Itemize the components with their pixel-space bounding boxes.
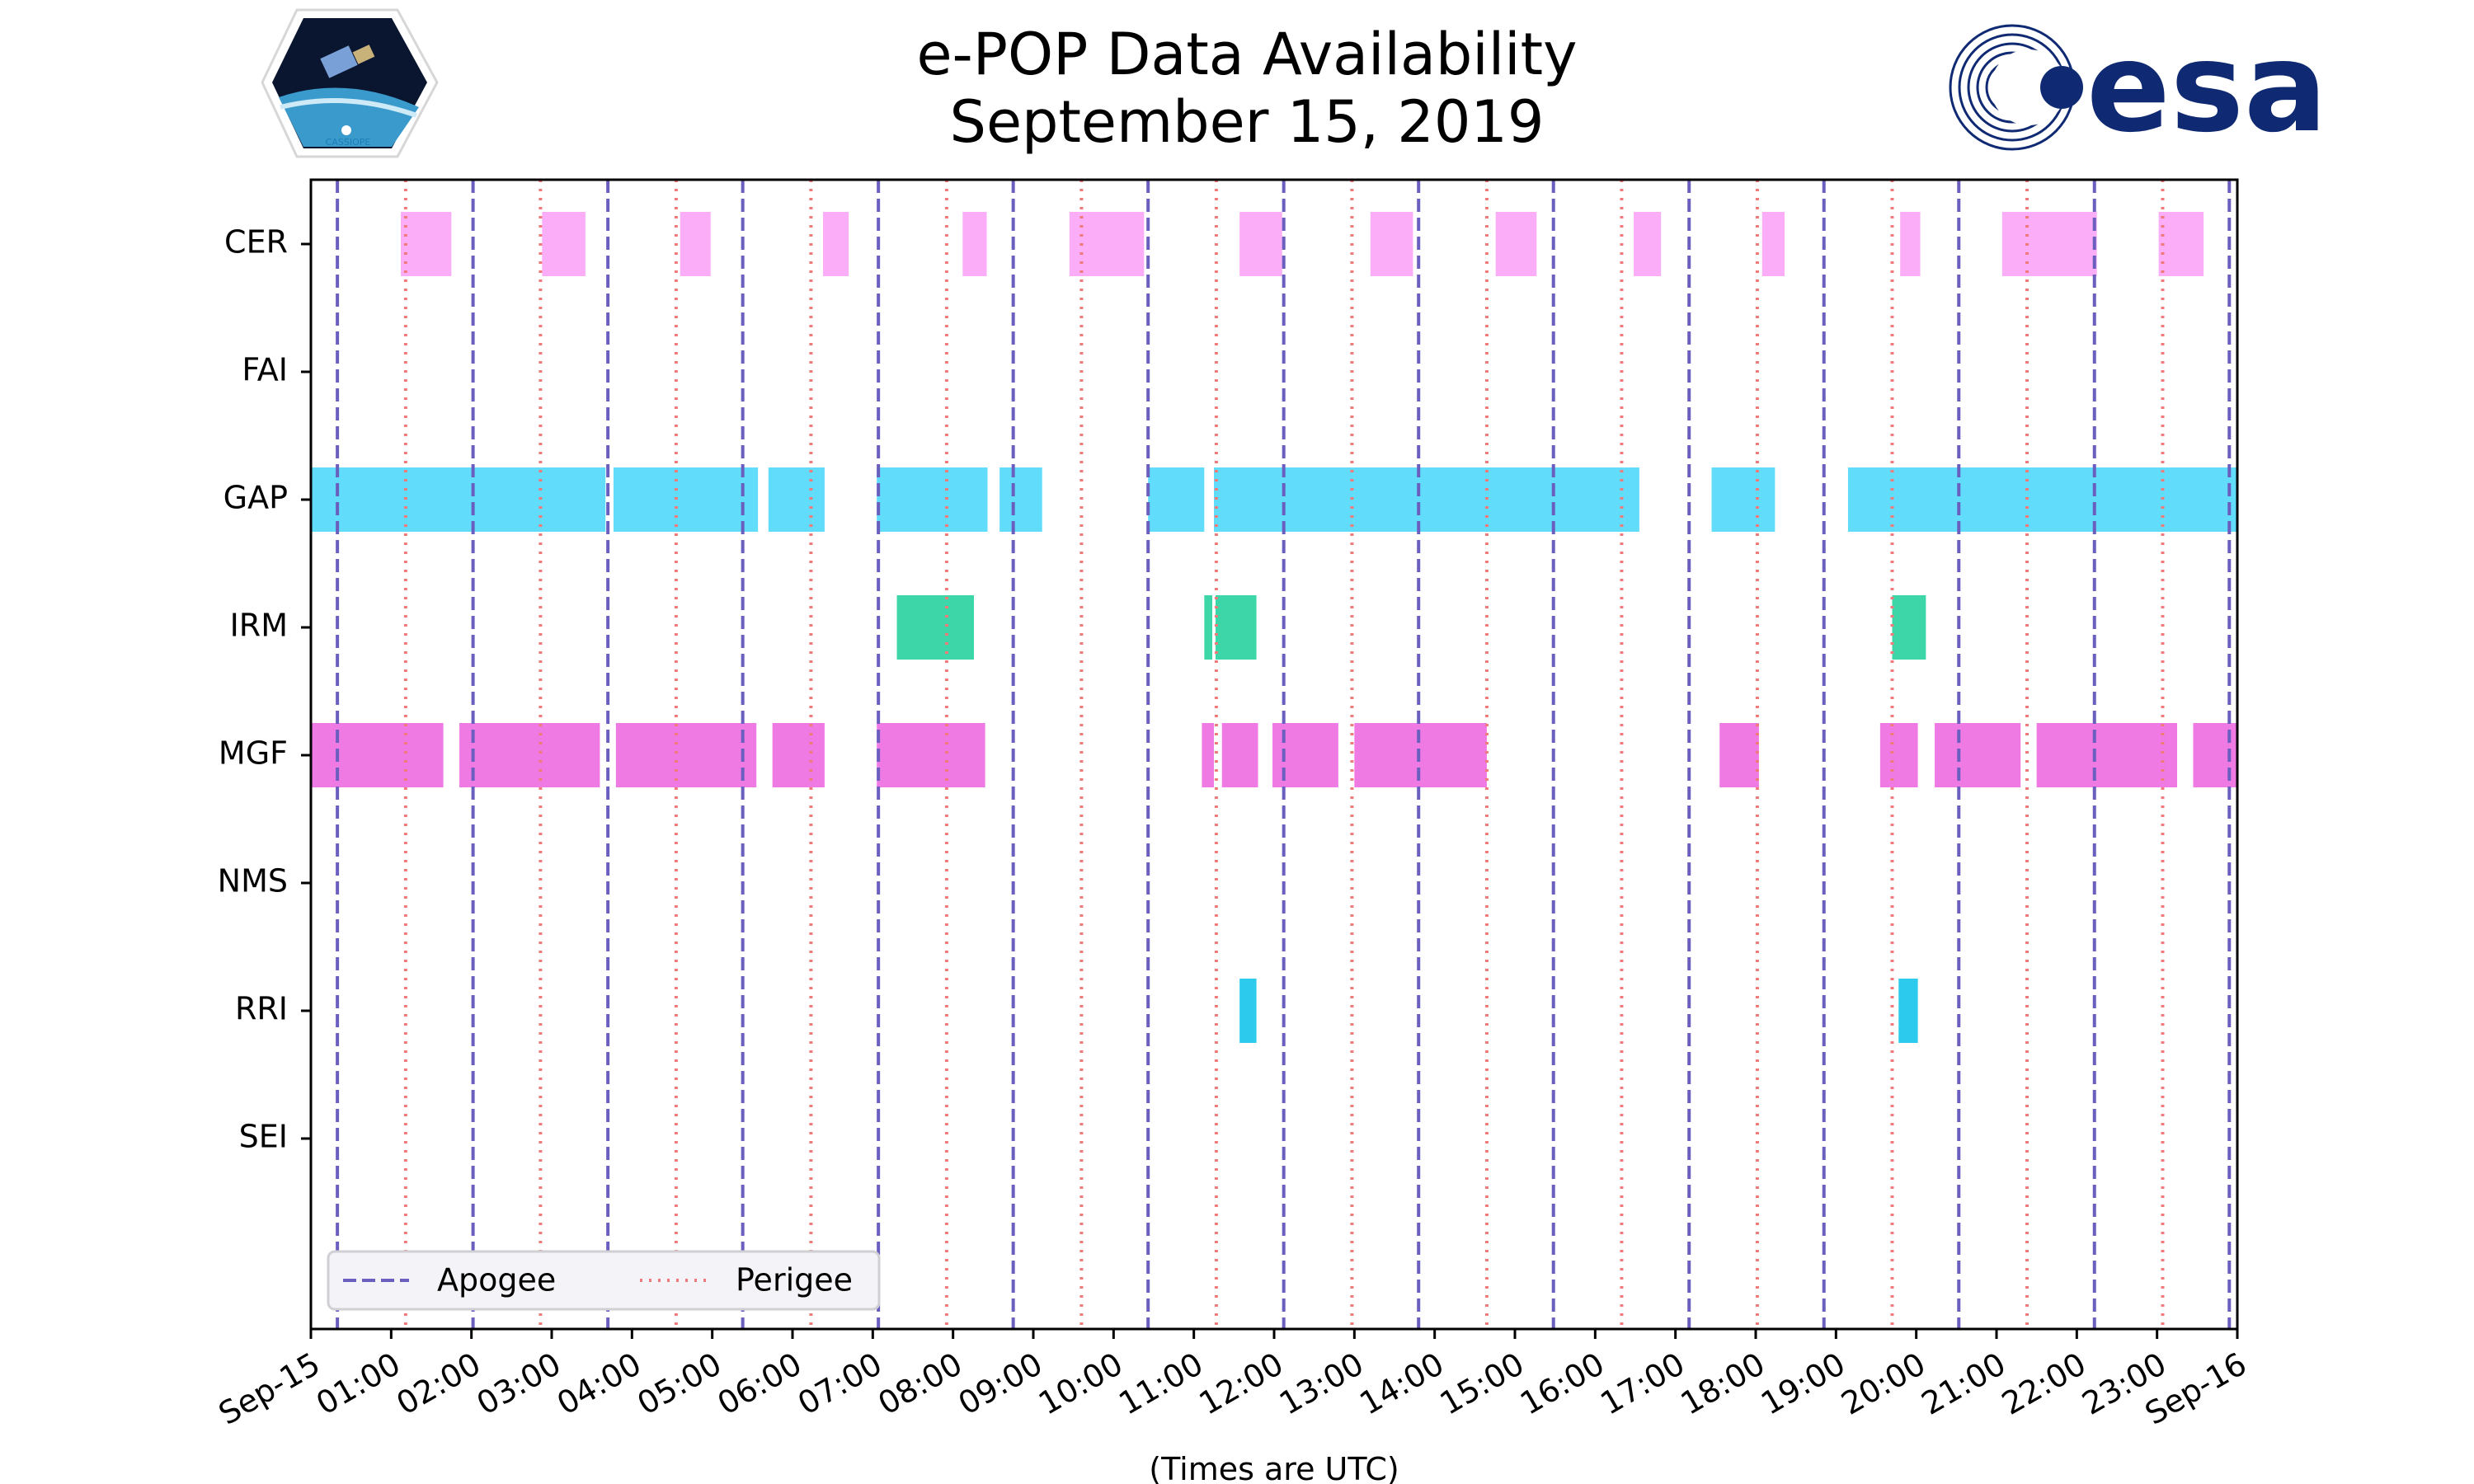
bar-irm-2: [1215, 595, 1257, 660]
bar-mgf-3: [772, 723, 825, 787]
bar-irm-1: [1204, 595, 1213, 660]
y-label-mgf: MGF: [219, 735, 288, 772]
bar-mgf-6: [1221, 723, 1258, 787]
x-label-22: 22:00: [1996, 1345, 2092, 1422]
bar-cer-8: [1495, 212, 1537, 276]
bar-mgf-8: [1354, 723, 1487, 787]
bar-cer-1: [542, 212, 586, 276]
chart-title-line2: September 15, 2019: [950, 88, 1545, 156]
x-label-15: 15:00: [1434, 1345, 1531, 1422]
cassiope-logo: CASSIOPE: [261, 8, 439, 158]
bar-rri-1: [1898, 979, 1918, 1043]
x-label-10: 10:00: [1032, 1345, 1129, 1422]
bar-mgf-0: [311, 723, 444, 787]
x-label-12: 12:00: [1193, 1345, 1290, 1422]
x-label-20: 20:00: [1835, 1345, 1931, 1422]
bar-gap-2: [768, 467, 825, 532]
bar-mgf-9: [1719, 723, 1759, 787]
bar-mgf-10: [1879, 723, 1918, 787]
bar-gap-6: [1214, 467, 1639, 532]
legend-box: [327, 1250, 881, 1311]
bar-gap-3: [877, 467, 988, 532]
x-label-9: 09:00: [952, 1345, 1049, 1422]
y-label-nms: NMS: [218, 863, 288, 899]
bar-cer-10: [1761, 212, 1785, 276]
x-axis-label: (Times are UTC): [1149, 1451, 1399, 1484]
bar-mgf-2: [615, 723, 757, 787]
bar-gap-7: [1711, 467, 1776, 532]
x-label-21: 21:00: [1916, 1345, 2012, 1422]
x-label-8: 08:00: [872, 1345, 968, 1422]
legend-apogee-label: Apogee: [437, 1262, 556, 1298]
x-label-16: 16:00: [1514, 1345, 1611, 1422]
x-label-19: 19:00: [1755, 1345, 1851, 1422]
bar-gap-0: [311, 467, 606, 532]
y-label-sei: SEI: [239, 1119, 288, 1155]
bar-cer-2: [680, 212, 711, 276]
legend-perigee-label: Perigee: [736, 1262, 853, 1298]
bar-rri-0: [1239, 979, 1257, 1043]
bar-mgf-1: [459, 723, 600, 787]
bar-cer-7: [1370, 212, 1413, 276]
x-label-2: 02:00: [390, 1345, 487, 1422]
x-label-5: 05:00: [631, 1345, 727, 1422]
bar-gap-1: [613, 467, 759, 532]
bar-irm-3: [1892, 595, 1926, 660]
esa-logo: esa: [1949, 16, 2327, 160]
x-label-14: 14:00: [1353, 1345, 1450, 1422]
bar-cer-12: [2001, 212, 2097, 276]
bar-mgf-5: [1202, 723, 1214, 787]
bar-mgf-4: [877, 723, 985, 787]
chart-title-line1: e-POP Data Availability: [916, 21, 1577, 88]
bar-cer-3: [822, 212, 849, 276]
bar-mgf-12: [2036, 723, 2177, 787]
bar-cer-0: [401, 212, 452, 276]
x-label-11: 11:00: [1112, 1345, 1209, 1422]
x-label-17: 17:00: [1594, 1345, 1691, 1422]
x-label-4: 04:00: [551, 1345, 647, 1422]
bar-gap-5: [1148, 467, 1205, 532]
bar-cer-4: [962, 212, 987, 276]
x-label-3: 03:00: [471, 1345, 567, 1422]
bar-cer-6: [1239, 212, 1282, 276]
x-label-7: 07:00: [792, 1345, 888, 1422]
y-label-cer: CER: [224, 224, 288, 261]
bar-gap-8: [1847, 467, 2237, 532]
bar-cer-11: [1900, 212, 1921, 276]
x-label-6: 06:00: [712, 1345, 808, 1422]
bar-irm-0: [896, 595, 974, 660]
bar-mgf-11: [1935, 723, 2021, 787]
y-label-fai: FAI: [242, 352, 288, 388]
y-label-gap: GAP: [223, 480, 288, 516]
x-label-0: Sep-15: [213, 1345, 327, 1432]
cassiope-logo-text: CASSIOPE: [326, 137, 371, 148]
bar-cer-13: [2158, 212, 2204, 276]
bar-cer-9: [1634, 212, 1662, 276]
y-label-irm: IRM: [230, 608, 288, 644]
esa-logo-text: esa: [2086, 16, 2327, 160]
y-label-rri: RRI: [235, 991, 288, 1027]
x-label-1: 01:00: [310, 1345, 407, 1422]
x-label-13: 13:00: [1273, 1345, 1370, 1422]
bar-gap-4: [999, 467, 1042, 532]
x-label-18: 18:00: [1675, 1345, 1771, 1422]
